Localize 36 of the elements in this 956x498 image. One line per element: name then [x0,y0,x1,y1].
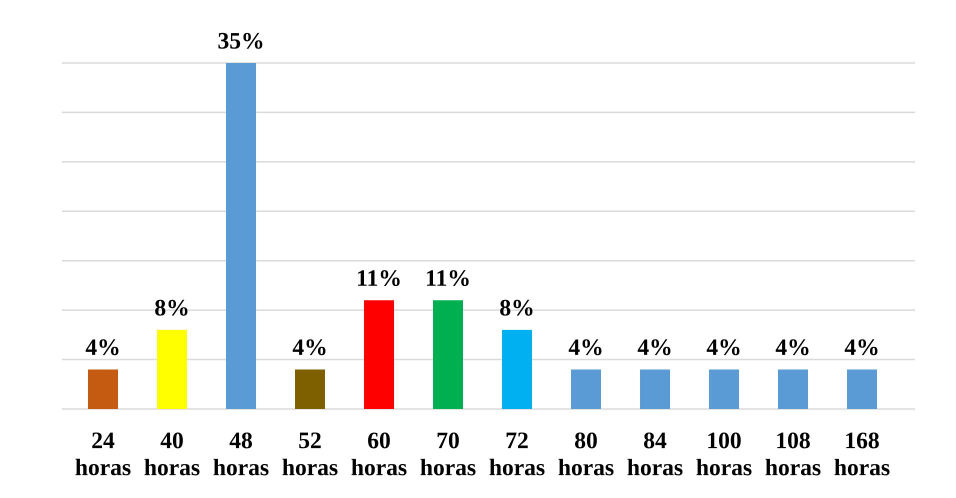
x-tick-label: 80 horas [558,432,614,476]
bar [433,300,464,409]
x-tick-label: 70 horas [420,432,476,476]
x-tick-label: 48 horas [214,432,269,476]
data-label: 8% [155,300,188,316]
data-label: 4% [292,339,326,356]
data-label: 4% [706,339,740,356]
x-tick-label: 72 horas [490,432,545,476]
x-tick-label: 52 horas [282,432,338,476]
x-tick-label: 108 horas [766,432,821,476]
bar [157,330,188,409]
data-label: 4% [86,339,118,356]
data-label: 35% [218,32,262,49]
bar [364,300,394,409]
bar [778,369,808,409]
bar [502,330,532,409]
bar [709,369,740,409]
x-tick-label: 84 horas [628,432,683,476]
data-label: 4% [844,339,878,356]
x-tick-label: 24 horas [76,432,131,476]
x-tick-label: 168 horas [834,432,890,476]
data-label: 4% [638,339,670,356]
bar [571,369,602,409]
bar [847,369,878,409]
data-label: 4% [776,339,808,356]
data-label: 11% [358,270,400,286]
data-label: 8% [500,300,532,316]
x-tick-label: 100 horas [696,432,752,476]
x-tick-label: 40 horas [144,432,200,476]
data-label: 11% [427,270,469,286]
bar [295,369,326,409]
x-tick-label: 60 horas [352,432,407,476]
data-label: 4% [568,339,602,356]
bar [640,369,670,409]
bar [88,369,118,409]
bar [226,62,256,409]
